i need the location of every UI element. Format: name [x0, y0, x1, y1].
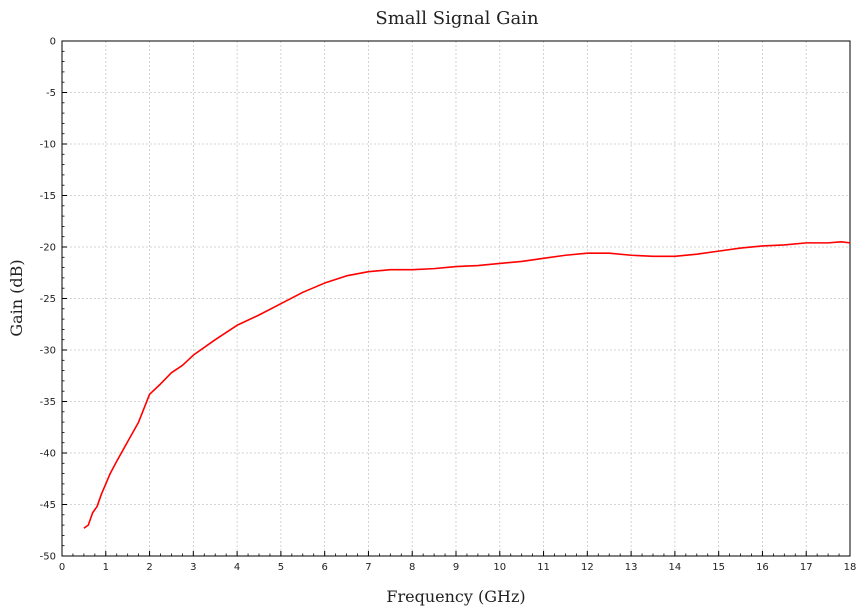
grid [62, 41, 850, 556]
x-tick-label: 11 [537, 562, 550, 573]
y-tick-label: -30 [40, 346, 56, 357]
x-tick-label: 9 [453, 562, 459, 573]
axis-ticks: 0 1 2 3 4 5 6 7 8 9 10 11 12 13 14 15 16 17 18-50-45-40-35… [40, 37, 857, 574]
x-tick-label: 18 [844, 562, 857, 573]
x-tick-label: 4 [234, 562, 240, 573]
y-tick-label: -15 [40, 191, 56, 202]
x-tick-label: 14 [669, 562, 682, 573]
x-tick-label: 2 [146, 562, 152, 573]
x-tick-label: 15 [712, 562, 725, 573]
x-tick-label: 0 [59, 562, 65, 573]
y-tick-label: -45 [40, 500, 56, 511]
x-tick-label: 13 [625, 562, 638, 573]
x-tick-label: 5 [278, 562, 284, 573]
x-tick-label: 8 [409, 562, 415, 573]
x-axis-label: Frequency (GHz) [386, 587, 525, 606]
x-tick-label: 6 [321, 562, 327, 573]
x-tick-label: 12 [581, 562, 594, 573]
y-tick-label: -10 [40, 140, 56, 151]
y-axis-label: Gain (dB) [7, 259, 26, 336]
x-tick-label: 10 [493, 562, 506, 573]
series-layer [83, 241, 851, 529]
y-tick-label: -50 [40, 552, 56, 563]
x-tick-label: 16 [756, 562, 769, 573]
y-tick-label: -25 [40, 294, 56, 305]
x-tick-label: 17 [800, 562, 813, 573]
y-tick-label: -5 [46, 88, 56, 99]
x-tick-label: 3 [190, 562, 196, 573]
y-tick-label: -20 [40, 243, 56, 254]
gain-series-line [83, 241, 851, 529]
x-tick-label: 1 [103, 562, 109, 573]
y-tick-label: -40 [40, 449, 56, 460]
chart-title: Small Signal Gain [375, 8, 539, 29]
y-tick-label: 0 [50, 37, 56, 48]
x-tick-label: 7 [365, 562, 371, 573]
y-tick-label: -35 [40, 397, 56, 408]
